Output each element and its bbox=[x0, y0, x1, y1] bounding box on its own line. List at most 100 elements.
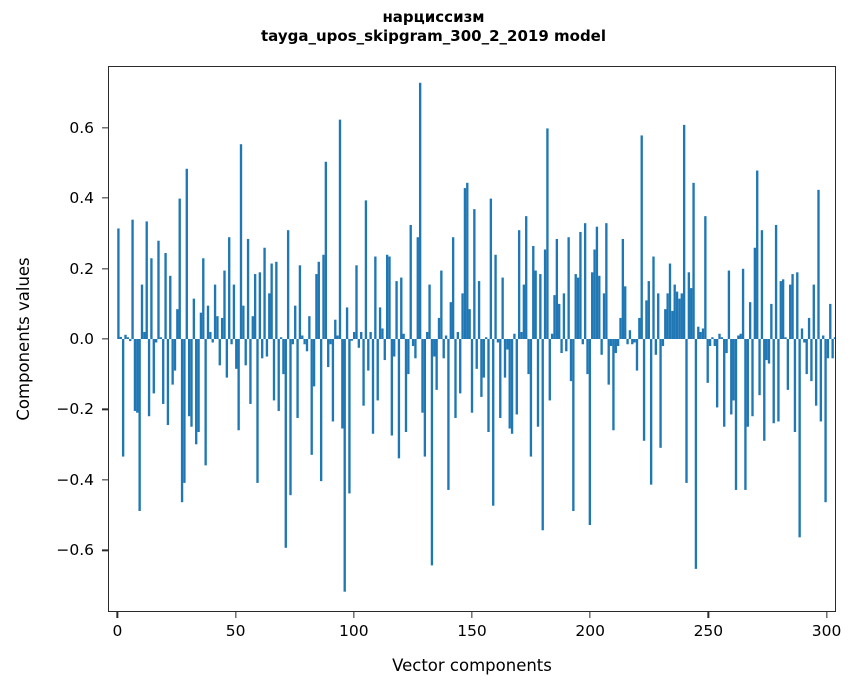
bar bbox=[117, 228, 120, 339]
bar bbox=[574, 274, 577, 339]
y-tick-mark bbox=[102, 267, 108, 270]
bar bbox=[645, 300, 648, 339]
bar bbox=[185, 168, 188, 339]
bar bbox=[272, 339, 276, 401]
bar bbox=[265, 339, 269, 357]
bar bbox=[199, 312, 203, 339]
bar bbox=[534, 270, 537, 339]
bar bbox=[197, 339, 200, 433]
bar bbox=[560, 339, 563, 354]
y-tick-mark bbox=[102, 479, 108, 481]
bar bbox=[579, 231, 582, 339]
x-tick-label: 200 bbox=[575, 622, 605, 640]
bar bbox=[814, 339, 818, 406]
bar bbox=[572, 339, 575, 511]
bar bbox=[701, 328, 705, 339]
bar bbox=[751, 339, 754, 417]
x-tick-mark bbox=[116, 612, 119, 618]
bar bbox=[482, 339, 485, 378]
bar bbox=[173, 339, 177, 371]
bar bbox=[791, 274, 794, 339]
bar bbox=[157, 240, 160, 339]
bar bbox=[633, 339, 636, 343]
bar bbox=[463, 188, 467, 339]
bar bbox=[239, 144, 243, 339]
bar bbox=[336, 335, 339, 339]
bar bbox=[416, 237, 419, 339]
bar bbox=[692, 182, 695, 339]
bar bbox=[192, 298, 196, 339]
bar bbox=[664, 309, 667, 339]
bar bbox=[312, 339, 316, 387]
bar bbox=[548, 339, 551, 401]
bar bbox=[720, 337, 724, 339]
bar bbox=[242, 305, 245, 339]
bar bbox=[822, 335, 825, 339]
bar bbox=[334, 319, 337, 339]
bar bbox=[598, 275, 601, 339]
bar bbox=[803, 339, 806, 343]
bar bbox=[317, 261, 320, 339]
bar bbox=[690, 288, 693, 339]
y-axis-label: Components values bbox=[14, 257, 33, 421]
bar bbox=[624, 286, 627, 339]
bar bbox=[305, 339, 309, 352]
bar bbox=[532, 245, 535, 339]
bar bbox=[341, 339, 344, 429]
bar bbox=[715, 339, 719, 408]
bar bbox=[284, 339, 287, 548]
bar bbox=[760, 230, 764, 339]
bar bbox=[659, 339, 662, 448]
bar bbox=[444, 335, 448, 339]
bar bbox=[447, 339, 450, 490]
bar bbox=[244, 339, 247, 366]
bar bbox=[213, 284, 217, 339]
bar bbox=[400, 277, 403, 339]
bar bbox=[327, 339, 330, 368]
bar bbox=[819, 339, 823, 422]
bar bbox=[520, 331, 523, 339]
bar bbox=[515, 339, 518, 415]
bar bbox=[543, 249, 547, 339]
bar bbox=[381, 328, 384, 339]
bar bbox=[605, 223, 608, 339]
bar bbox=[614, 339, 617, 354]
bar bbox=[364, 200, 368, 339]
x-tick-mark bbox=[471, 612, 473, 618]
bar bbox=[176, 309, 179, 339]
bar bbox=[496, 339, 500, 343]
bar bbox=[666, 293, 669, 339]
bar bbox=[459, 339, 462, 394]
bar bbox=[744, 339, 747, 490]
bar bbox=[251, 316, 254, 339]
bar bbox=[704, 216, 707, 339]
bar bbox=[388, 256, 391, 339]
x-axis-label: Vector components bbox=[392, 656, 552, 675]
bar bbox=[180, 339, 184, 503]
bar bbox=[209, 331, 212, 339]
bar bbox=[430, 339, 434, 566]
bar bbox=[360, 331, 363, 339]
bar bbox=[734, 339, 738, 490]
bar bbox=[616, 339, 620, 347]
bar bbox=[362, 339, 365, 406]
bar bbox=[671, 310, 674, 339]
bar bbox=[649, 339, 653, 485]
bar bbox=[706, 339, 709, 383]
bar bbox=[357, 339, 361, 348]
bar bbox=[668, 263, 672, 339]
bar bbox=[484, 337, 488, 339]
bar bbox=[159, 337, 163, 339]
x-tick-label: 300 bbox=[811, 622, 842, 640]
bar bbox=[206, 305, 210, 339]
x-tick-label: 100 bbox=[339, 622, 369, 640]
bar bbox=[786, 339, 790, 390]
bar bbox=[232, 284, 236, 339]
bar bbox=[470, 339, 474, 413]
y-tick-mark bbox=[102, 197, 108, 199]
bar bbox=[546, 128, 549, 339]
bar bbox=[708, 339, 712, 347]
x-tick-label: 50 bbox=[225, 622, 246, 640]
bar bbox=[640, 135, 643, 339]
x-tick-label: 150 bbox=[457, 622, 487, 640]
